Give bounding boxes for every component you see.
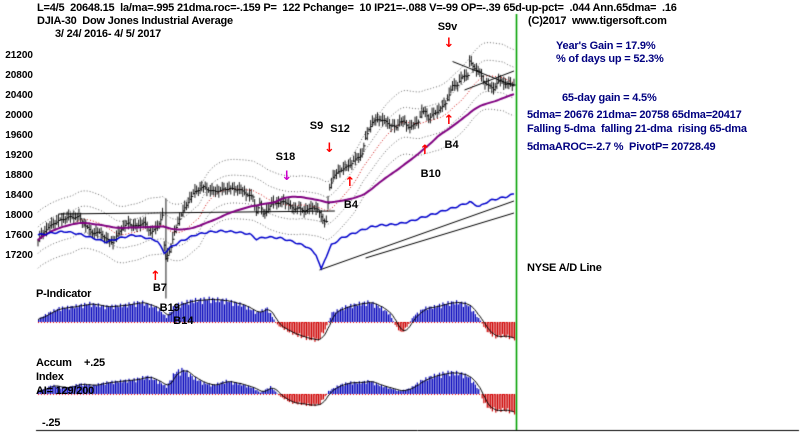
price-y-axis: 21200 20800 20400 20000 19600 19200 18800 18400…	[0, 0, 34, 432]
signal-label-s9v: S9v	[437, 21, 458, 33]
buy-arrow-icon: ↑	[150, 269, 161, 284]
y-axis-label: 20400	[5, 90, 33, 101]
copyright-text: (C)2017 www.tigersoft.com	[528, 15, 667, 27]
signal-label-b7: B7	[152, 282, 167, 294]
signal-label-b4: B4	[343, 198, 358, 211]
gain-65d-label: 65-day gain = 4.5%	[562, 92, 657, 104]
sell-arrow-icon: ↓	[281, 169, 293, 184]
ai-ratio-label: AI= 129/200	[36, 385, 95, 397]
y-axis-label: 21200	[5, 50, 33, 61]
buy-arrow-icon: ↑	[419, 142, 431, 158]
signal-label-b4: B4	[444, 138, 459, 151]
y-axis-label: 18800	[5, 170, 33, 181]
y-axis-label: 18000	[5, 210, 33, 221]
date-range: 3/ 24/ 2016- 4/ 5/ 2017	[55, 28, 162, 40]
sell-arrow-icon: ↓	[324, 140, 335, 156]
y-axis-label: 17200	[5, 250, 33, 261]
accum-plus-label: +.25	[84, 357, 105, 369]
buy-arrow-icon: ↑	[344, 175, 356, 190]
dma-values-label: 5dma= 20676 21dma= 20758 65dma=20417	[527, 109, 742, 121]
chart-title: DJIA-30 Dow Jones Industrial Average	[37, 15, 233, 27]
accum-minus-label: -.25	[42, 417, 61, 429]
signal-label-s9: S9	[309, 120, 324, 132]
accum-label: Accum	[36, 357, 72, 369]
y-axis-label: 18400	[5, 190, 33, 201]
y-axis-label: 19200	[5, 150, 33, 161]
stats-line: L=4/5 20648.15 la/ma=.995 21dma.roc=-.15…	[37, 2, 677, 14]
y-axis-label: 20800	[5, 70, 33, 81]
p-indicator-label: P-Indicator	[36, 288, 92, 300]
y-axis-label: 19600	[5, 130, 33, 141]
dma-trend-label: Falling 5-dma falling 21-dma rising 65-d…	[527, 123, 747, 135]
pivot-label: 5dmaAROC=-2.7 % PivotP= 20728.49	[527, 141, 716, 153]
days-up-label: % of days up = 52.3%	[556, 53, 664, 65]
buy-arrow-icon: ↑	[443, 112, 455, 128]
sell-arrow-icon: ↓	[443, 35, 455, 51]
y-axis-label: 17600	[5, 230, 33, 241]
index-label: Index	[36, 371, 64, 383]
signal-label-s12: S12	[330, 123, 350, 135]
ad-line-label: NYSE A/D Line	[527, 262, 602, 274]
signal-label-s18: S18	[275, 151, 296, 163]
y-axis-label: 20000	[5, 110, 33, 121]
signal-label-b14: B14	[173, 315, 194, 327]
signal-label-b19: B19	[159, 302, 180, 314]
years-gain-label: Year's Gain = 17.9%	[556, 40, 656, 52]
signal-label-b10: B10	[420, 167, 441, 180]
